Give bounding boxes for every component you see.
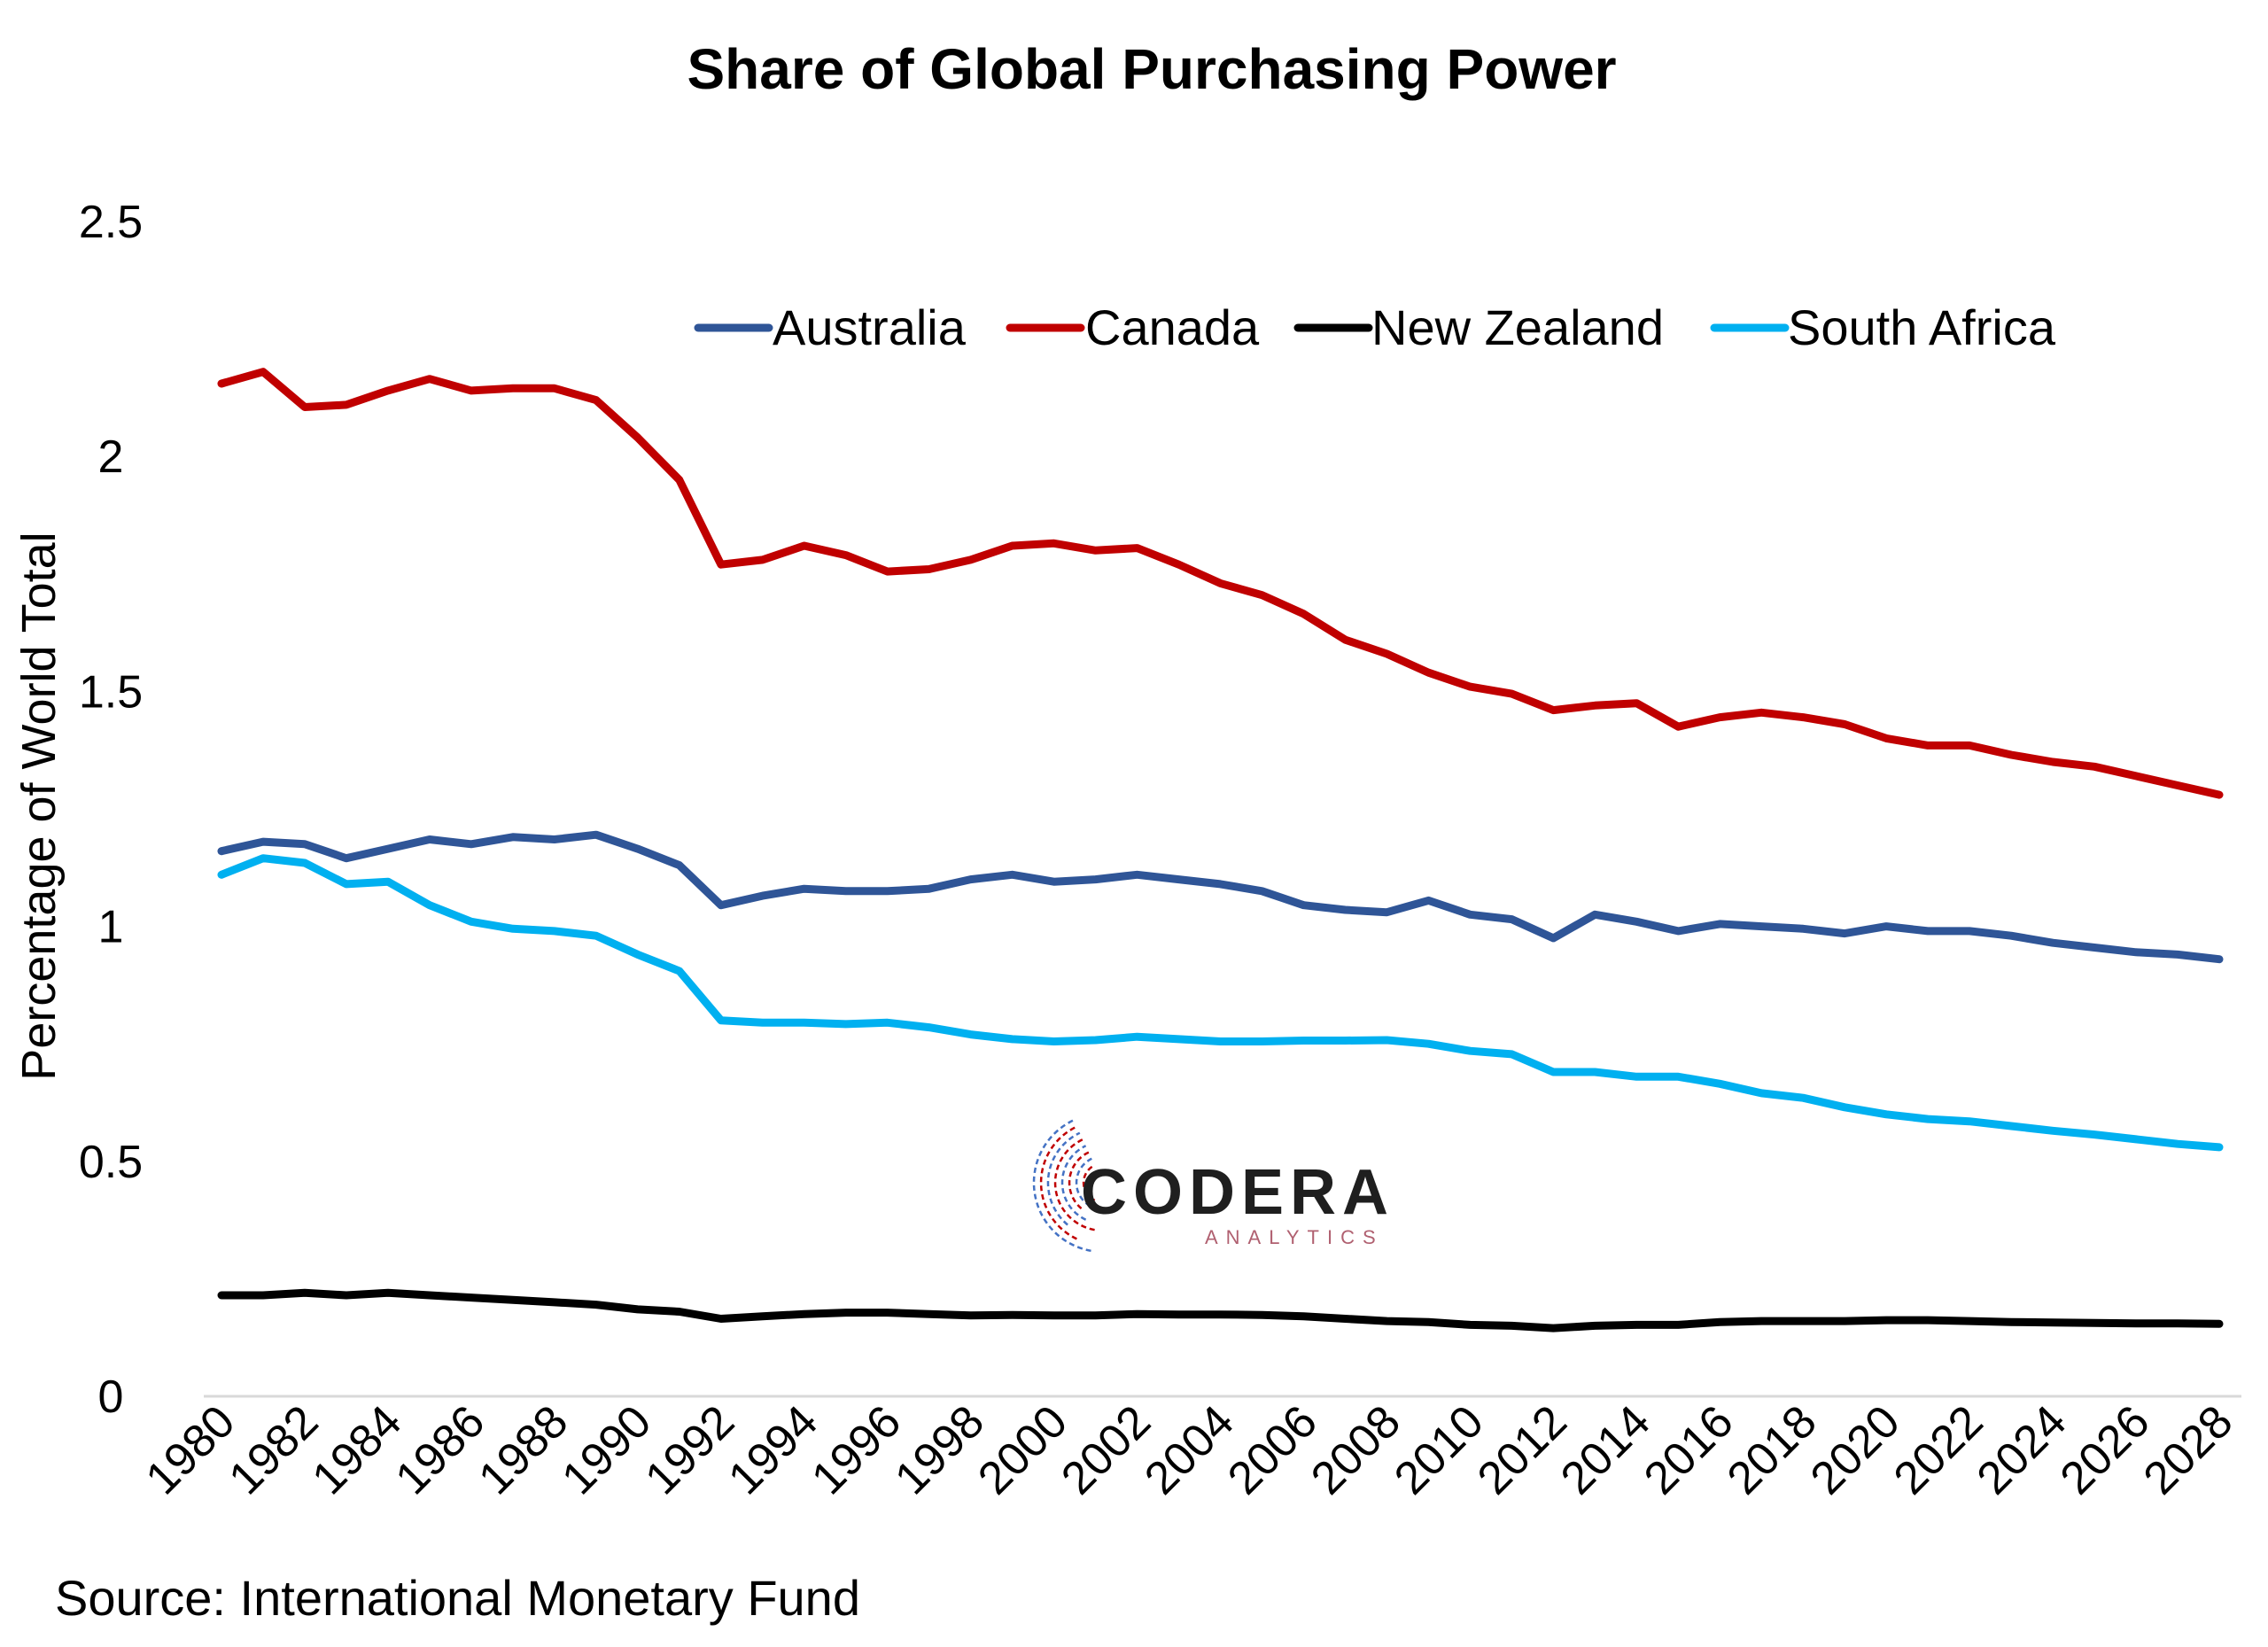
x-tick-label: 1986 <box>386 1395 495 1504</box>
series-line-south-africa <box>217 854 2224 1152</box>
x-tick-label: 2008 <box>1301 1395 1410 1504</box>
x-tick-label: 2026 <box>2051 1395 2160 1504</box>
x-tick-label: 2006 <box>1218 1395 1327 1504</box>
legend-label-new-zealand: New Zealand <box>1371 299 1664 355</box>
x-tick-label: 1998 <box>885 1395 994 1504</box>
series-line-canada <box>217 368 2224 799</box>
y-tick-label: 2 <box>98 431 124 483</box>
x-tick-label: 2020 <box>1801 1395 1910 1504</box>
y-axis-ticks: 0 0.5 1 1.5 2 2.5 <box>79 197 143 1423</box>
y-tick-label: 1 <box>98 902 124 953</box>
x-tick-label: 1988 <box>470 1395 579 1504</box>
chart-title: Share of Global Purchasing Power <box>687 37 1616 101</box>
y-tick-label: 0 <box>98 1371 124 1423</box>
x-tick-label: 2012 <box>1468 1395 1577 1504</box>
x-tick-label: 2014 <box>1551 1395 1660 1504</box>
x-tick-label: 1980 <box>136 1395 245 1504</box>
legend: Australia Canada New Zealand South Africa <box>694 299 2056 355</box>
logo-arc <box>1082 1163 1096 1202</box>
y-axis-label: Percentage of World Total <box>12 532 66 1080</box>
x-tick-label: 2022 <box>1884 1395 1993 1504</box>
y-tick-label: 2.5 <box>79 197 143 248</box>
codera-logo: CODERA ANALYTICS <box>1032 1119 1394 1253</box>
x-tick-label: 2028 <box>2134 1395 2243 1504</box>
legend-label-south-africa: South Africa <box>1788 299 2056 355</box>
logo-subtitle: ANALYTICS <box>1205 1226 1384 1248</box>
x-tick-label: 2016 <box>1635 1395 1744 1504</box>
x-tick-label: 1994 <box>718 1395 827 1504</box>
x-tick-label: 1996 <box>802 1395 911 1504</box>
series-lines <box>217 368 2224 1332</box>
x-tick-label: 1990 <box>552 1395 661 1504</box>
legend-label-australia: Australia <box>773 299 967 355</box>
logo-arc <box>1046 1131 1081 1226</box>
series-line-new-zealand <box>217 1288 2224 1332</box>
logo-arc <box>1039 1125 1077 1240</box>
x-tick-label: 2002 <box>1052 1395 1161 1504</box>
logo-arc <box>1060 1145 1087 1221</box>
x-tick-label: 2000 <box>968 1395 1077 1504</box>
x-axis-ticks: 1980198219841986198819901992199419961998… <box>136 1395 2243 1504</box>
source-note: Source: International Monetary Fund <box>55 1570 860 1626</box>
x-tick-label: 2010 <box>1385 1395 1494 1504</box>
legend-label-canada: Canada <box>1085 299 1260 355</box>
x-tick-label: 2024 <box>1968 1395 2077 1504</box>
y-tick-label: 1.5 <box>79 666 143 718</box>
x-tick-label: 1984 <box>303 1395 412 1504</box>
x-tick-label: 1992 <box>635 1395 744 1504</box>
logo-name: CODERA <box>1081 1157 1394 1228</box>
series-line-australia <box>217 830 2224 964</box>
x-tick-label: 2004 <box>1135 1395 1244 1504</box>
logo-arc <box>1075 1157 1099 1210</box>
x-tick-label: 1982 <box>220 1395 329 1504</box>
y-tick-label: 0.5 <box>79 1137 143 1188</box>
logo-arc-icon <box>1032 1119 1099 1253</box>
x-tick-label: 2018 <box>1718 1395 1827 1504</box>
